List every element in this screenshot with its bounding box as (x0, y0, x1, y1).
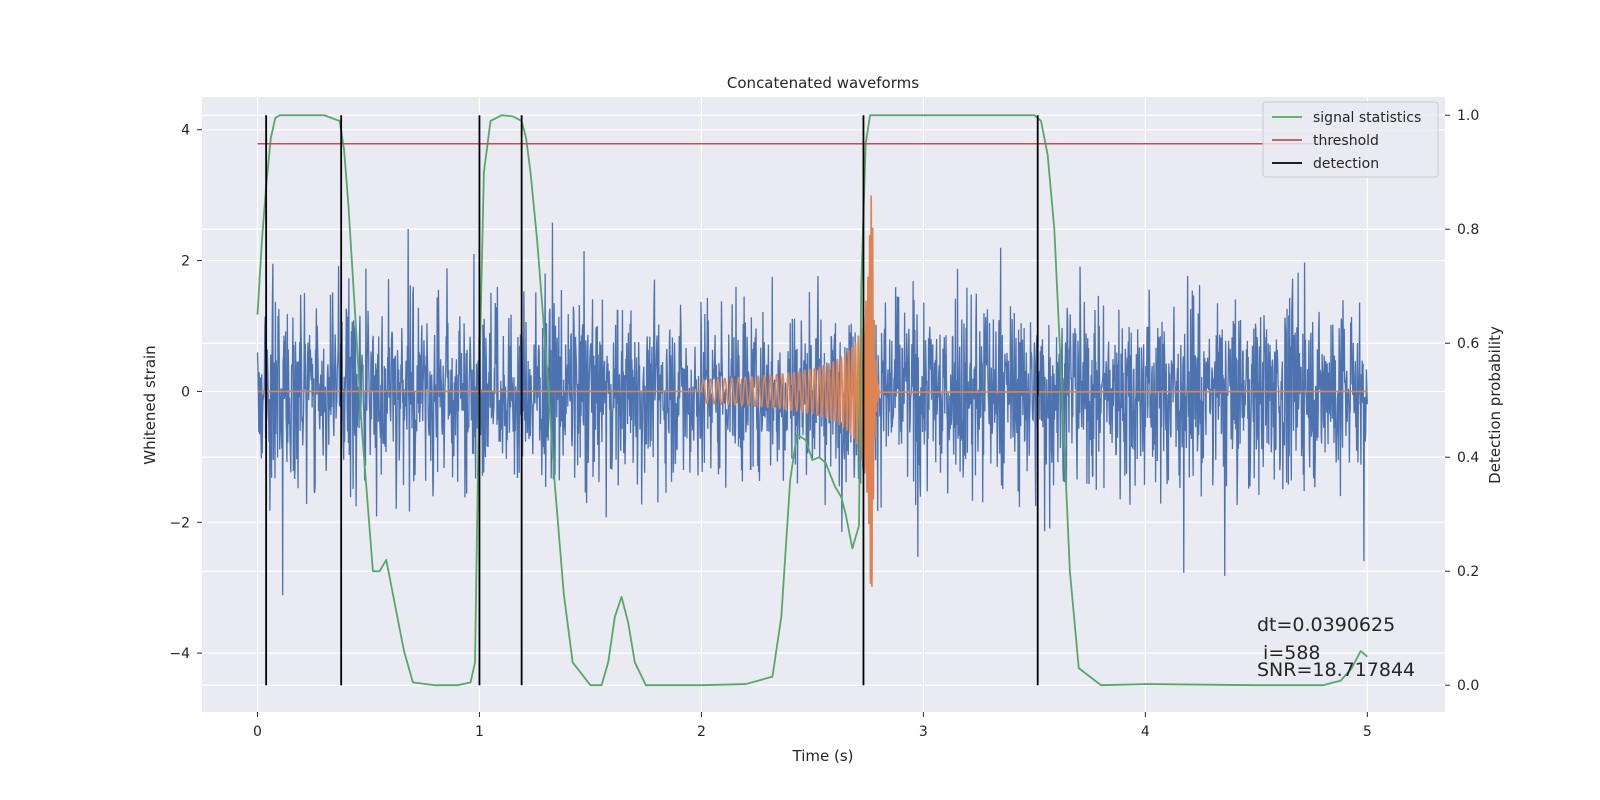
x-tick-label: 5 (1363, 724, 1372, 740)
x-tick-label: 2 (697, 724, 706, 740)
legend: signal statistics threshold detection (1262, 101, 1439, 178)
annotation-snr: SNR=18.717844 (1257, 659, 1415, 681)
annotation-dt: dt=0.0390625 (1257, 614, 1395, 636)
y-tick-label: 2 (181, 254, 190, 270)
signal-statistics-line (256, 114, 1368, 687)
axes: 0 1 2 3 4 5 4 2 0 −2 −4 1.0 0.8 0.6 0.4 0.2 0.0 (169, 108, 1479, 740)
x-tick-label: 1 (475, 724, 484, 740)
y2-tick-label: 0.8 (1457, 222, 1479, 238)
y2-tick-label: 0.4 (1457, 450, 1479, 466)
chart-title: Concatenated waveforms (727, 74, 919, 92)
y2-tick-label: 0.2 (1457, 564, 1479, 580)
y-tick-label: 4 (181, 123, 190, 139)
annotation-index: i=588 (1257, 642, 1321, 664)
x-tick-label: 0 (253, 724, 262, 740)
y2-axis-label: Detection probability (1486, 326, 1504, 484)
data-layer (256, 114, 1368, 687)
y2-tick-label: 0.6 (1457, 336, 1479, 352)
x-axis-label: Time (s) (792, 747, 854, 765)
y2-tick-label: 1.0 (1457, 108, 1479, 124)
legend-box (1262, 101, 1439, 178)
y-tick-label: −2 (169, 515, 190, 531)
legend-label-signal-statistics: signal statistics (1313, 110, 1421, 126)
x-tick-label: 4 (1141, 724, 1150, 740)
legend-label-detection: detection (1313, 156, 1379, 172)
annotation-block: dt=0.0390625 i=588 SNR=18.717844 (1257, 614, 1415, 681)
x-tick-label: 3 (919, 724, 928, 740)
y-tick-label: −4 (169, 646, 190, 662)
y2-tick-label: 0.0 (1457, 678, 1479, 694)
legend-label-threshold: threshold (1313, 133, 1379, 149)
y-axis-label: Whitened strain (141, 345, 159, 464)
y-tick-label: 0 (181, 384, 190, 400)
injection-chirp (257, 195, 1368, 587)
